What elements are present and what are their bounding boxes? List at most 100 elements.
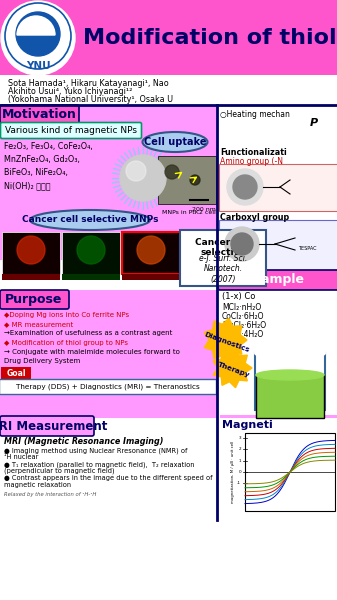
Circle shape [126, 161, 146, 181]
Text: ● Imaging method using Nuclear Rresonance (NMR) of: ● Imaging method using Nuclear Rresonanc… [4, 447, 187, 454]
FancyBboxPatch shape [122, 274, 180, 280]
Text: ◆Doping Mg ions into Co ferrite NPs: ◆Doping Mg ions into Co ferrite NPs [4, 312, 129, 318]
FancyBboxPatch shape [0, 105, 79, 124]
Text: ● T₁ relaxation (parallel to magnetic field),  T₂ relaxation: ● T₁ relaxation (parallel to magnetic fi… [4, 461, 194, 467]
Circle shape [231, 233, 253, 255]
Text: MRI Measurement: MRI Measurement [0, 419, 107, 433]
Text: Amino group (-N: Amino group (-N [220, 157, 283, 166]
FancyBboxPatch shape [0, 105, 217, 260]
Text: Carboxyl group: Carboxyl group [220, 213, 289, 222]
FancyBboxPatch shape [180, 230, 266, 286]
Text: (perpendicular to magnetic field): (perpendicular to magnetic field) [4, 468, 115, 475]
FancyBboxPatch shape [0, 0, 337, 75]
FancyBboxPatch shape [62, 232, 120, 274]
Text: magnetization, M / μB · unit cell: magnetization, M / μB · unit cell [231, 441, 235, 503]
Text: 2: 2 [238, 448, 241, 451]
Text: ◆ Modification of thiol group to NPs: ◆ Modification of thiol group to NPs [4, 340, 128, 346]
Text: YNU: YNU [26, 61, 50, 71]
FancyBboxPatch shape [0, 415, 217, 520]
Ellipse shape [255, 347, 325, 359]
Text: Functionalizati: Functionalizati [220, 148, 287, 157]
Text: Cancer cell
selective: Cancer cell selective [195, 238, 251, 257]
Circle shape [227, 169, 263, 205]
FancyBboxPatch shape [219, 220, 337, 270]
Text: Cell uptake: Cell uptake [144, 137, 206, 147]
Text: Goal: Goal [6, 368, 26, 377]
FancyBboxPatch shape [255, 353, 325, 410]
Text: (Yokohama National University¹, Osaka U: (Yokohama National University¹, Osaka U [8, 95, 173, 104]
Text: MgCl₂·6H₂O: MgCl₂·6H₂O [222, 321, 266, 330]
FancyBboxPatch shape [0, 290, 69, 309]
Text: MRI (Magnetic Resonance Imaging): MRI (Magnetic Resonance Imaging) [4, 437, 163, 446]
Text: 200 nm: 200 nm [192, 207, 216, 212]
Text: Relaxed by the interaction of ¹H-¹H: Relaxed by the interaction of ¹H-¹H [4, 492, 96, 497]
Text: Sample: Sample [252, 274, 304, 286]
Text: ○Heating mechan: ○Heating mechan [220, 110, 290, 119]
Circle shape [1, 1, 75, 75]
Circle shape [233, 175, 257, 199]
Text: ¹H nuclear: ¹H nuclear [4, 454, 38, 460]
Circle shape [165, 165, 179, 179]
Text: CoCl₂·6H₂O: CoCl₂·6H₂O [222, 312, 265, 321]
Circle shape [137, 236, 165, 264]
FancyBboxPatch shape [256, 375, 324, 418]
Text: 1: 1 [239, 458, 241, 463]
Text: Cancer cell selective MNPs: Cancer cell selective MNPs [22, 215, 158, 224]
Text: ◆ MR measurement: ◆ MR measurement [4, 321, 73, 327]
FancyBboxPatch shape [0, 416, 94, 436]
Circle shape [16, 12, 60, 56]
Text: → Conjugate with maleimide molecules forward to: → Conjugate with maleimide molecules for… [4, 349, 180, 355]
FancyBboxPatch shape [62, 274, 120, 280]
Text: FeCl₂·4H₂O: FeCl₂·4H₂O [222, 330, 263, 339]
FancyBboxPatch shape [122, 232, 180, 274]
Text: Akihito Usui⁴, Yuko Ichiyanagi¹²: Akihito Usui⁴, Yuko Ichiyanagi¹² [8, 87, 132, 96]
Ellipse shape [256, 370, 324, 380]
Text: magnetic relaxation: magnetic relaxation [4, 482, 71, 488]
FancyBboxPatch shape [220, 415, 337, 520]
Text: (1-x) Co: (1-x) Co [222, 292, 255, 301]
Polygon shape [213, 349, 252, 388]
Text: ● Contrast appears in the image due to the different speed of: ● Contrast appears in the image due to t… [4, 475, 213, 481]
Wedge shape [17, 16, 55, 35]
FancyBboxPatch shape [220, 415, 337, 418]
Circle shape [225, 227, 259, 261]
Text: Magneti: Magneti [222, 420, 273, 430]
Text: Sota Hamada¹, Hikaru Katayanagi¹, Nao: Sota Hamada¹, Hikaru Katayanagi¹, Nao [8, 79, 169, 88]
Text: TESPAC: TESPAC [298, 245, 316, 251]
Text: Motivation: Motivation [2, 108, 76, 121]
Text: Diagnostics: Diagnostics [204, 331, 250, 353]
Text: Modification of thiol g: Modification of thiol g [83, 28, 337, 48]
Text: P: P [310, 118, 318, 128]
Text: Therapy: Therapy [217, 361, 251, 379]
Circle shape [17, 236, 45, 264]
Text: MNPs in PtK2 cell: MNPs in PtK2 cell [162, 210, 216, 215]
Ellipse shape [30, 210, 150, 230]
FancyBboxPatch shape [0, 415, 217, 418]
Text: MCl₂·nH₂O: MCl₂·nH₂O [222, 303, 261, 312]
Text: 0: 0 [238, 470, 241, 474]
Circle shape [190, 175, 200, 185]
FancyBboxPatch shape [2, 274, 60, 280]
Polygon shape [204, 319, 247, 362]
FancyBboxPatch shape [219, 164, 337, 211]
FancyBboxPatch shape [0, 379, 216, 394]
Text: Purpose: Purpose [5, 293, 63, 306]
FancyBboxPatch shape [0, 290, 217, 415]
Text: →Examination of usefulness as a contrast agent: →Examination of usefulness as a contrast… [4, 330, 172, 336]
Text: -1: -1 [237, 481, 241, 485]
Circle shape [77, 236, 105, 264]
FancyBboxPatch shape [158, 156, 216, 204]
FancyBboxPatch shape [245, 433, 335, 511]
Text: Drug Delivery System: Drug Delivery System [4, 358, 80, 364]
FancyBboxPatch shape [0, 122, 142, 139]
FancyBboxPatch shape [1, 367, 31, 379]
Text: 3: 3 [238, 436, 241, 440]
Circle shape [120, 155, 166, 201]
Text: e-J. Surf. Sci.
Nanotech.
(2007): e-J. Surf. Sci. Nanotech. (2007) [199, 254, 247, 284]
Text: Therapy (DDS) + Diagnostics (MRI) = Theranostics: Therapy (DDS) + Diagnostics (MRI) = Ther… [16, 383, 200, 390]
FancyBboxPatch shape [218, 270, 337, 290]
Text: Various kind of magnetic NPs: Various kind of magnetic NPs [5, 126, 137, 135]
Ellipse shape [143, 132, 208, 152]
Text: Fe₂O₃, Fe₃O₄, CoFe₂O₄,
MnZnFe₂O₄, Gd₂O₃,
BiFeO₃, NiFe₂O₄,
Ni(OH)₂ ・・・: Fe₂O₃, Fe₃O₄, CoFe₂O₄, MnZnFe₂O₄, Gd₂O₃,… [4, 142, 93, 191]
FancyBboxPatch shape [2, 232, 60, 274]
